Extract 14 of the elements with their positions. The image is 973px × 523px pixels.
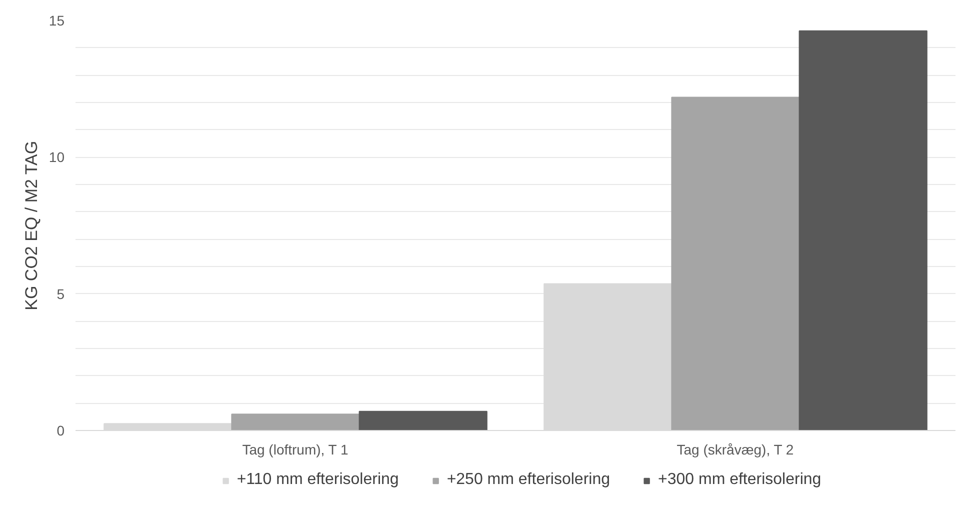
y-tick-label: 10 — [48, 149, 65, 166]
bar — [671, 96, 800, 430]
legend-label: +110 mm efterisolering — [236, 471, 399, 489]
x-tick-label: Tag (loftrum), T 1 — [242, 442, 348, 458]
legend-label: +300 mm efterisolering — [658, 471, 822, 489]
bar — [798, 30, 928, 430]
y-axis-title: KG CO2 EQ / M2 TAG — [22, 140, 41, 310]
y-tick-label: 15 — [48, 12, 65, 28]
x-tick-label: Tag (skråvæg), T 2 — [676, 442, 794, 458]
bar — [231, 414, 360, 430]
bar — [358, 410, 488, 430]
y-tick-label: 0 — [56, 422, 65, 438]
y-tick-label: 5 — [56, 286, 65, 302]
legend-label: +250 mm efterisolering — [446, 471, 610, 489]
